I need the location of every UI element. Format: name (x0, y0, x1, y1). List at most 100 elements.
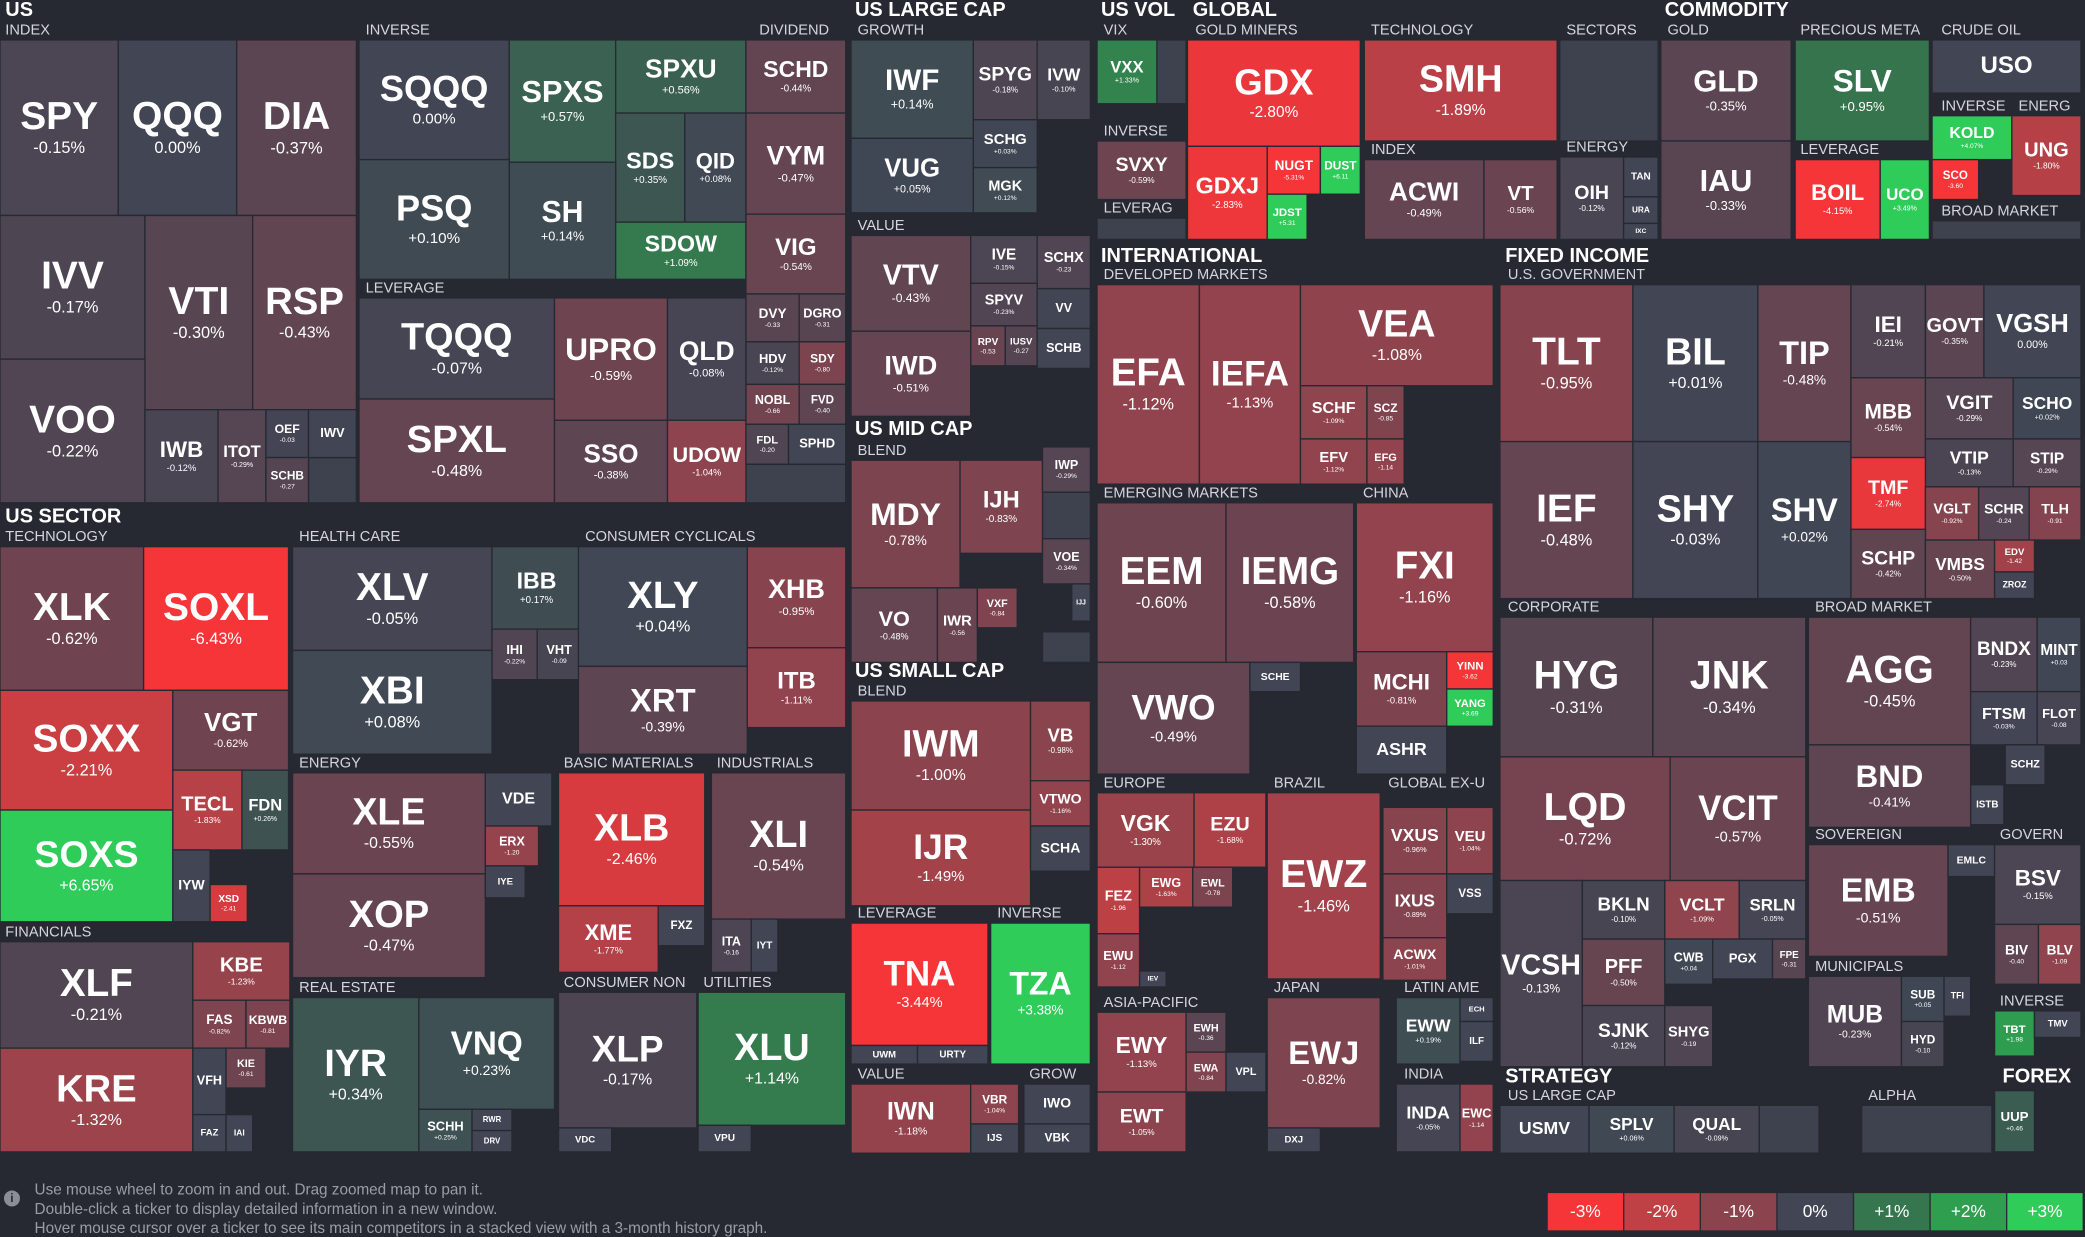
ticker-tile[interactable] (745, 213, 847, 295)
ticker-tile[interactable] (1319, 145, 1361, 195)
ticker-tile[interactable] (1983, 283, 2082, 379)
ticker-tile[interactable] (710, 772, 847, 920)
ticker-tile[interactable] (471, 1129, 513, 1153)
ticker-tile[interactable] (697, 1124, 752, 1153)
ticker-tile[interactable] (217, 409, 267, 504)
ticker-tile[interactable] (1977, 486, 2030, 541)
ticker-tile[interactable] (1559, 156, 1625, 241)
ticker-tile[interactable] (1299, 283, 1494, 387)
ticker-tile[interactable] (1757, 440, 1852, 600)
ticker-tile[interactable] (1794, 158, 1881, 241)
ticker-tile[interactable] (1807, 843, 1949, 958)
ticker-tile[interactable] (1023, 1083, 1092, 1125)
ticker-tile[interactable] (1096, 933, 1141, 988)
ticker-tile[interactable] (1652, 616, 1807, 758)
ticker-tile[interactable] (1499, 440, 1634, 600)
ticker-tile[interactable] (209, 883, 248, 923)
ticker-tile[interactable] (358, 158, 510, 280)
ticker-tile[interactable] (1355, 725, 1448, 775)
ticker-tile[interactable] (1459, 1083, 1494, 1153)
ticker-tile[interactable] (1096, 39, 1158, 105)
ticker-tile[interactable] (1850, 377, 1927, 459)
ticker-tile[interactable] (1036, 39, 1092, 121)
ticker-tile[interactable] (1266, 1127, 1322, 1153)
ticker-tile[interactable] (1900, 1020, 1945, 1068)
ticker-tile[interactable] (1632, 440, 1759, 600)
ticker-tile[interactable] (0, 809, 174, 923)
ticker-tile[interactable] (1850, 528, 1927, 600)
ticker-tile[interactable] (1041, 446, 1092, 493)
ticker-tile[interactable] (557, 772, 706, 907)
ticker-tile[interactable] (1459, 1020, 1494, 1063)
ticker-tile[interactable] (1931, 39, 2082, 94)
ticker-tile[interactable] (970, 1123, 1020, 1154)
ticker-tile[interactable] (972, 119, 1038, 169)
ticker-tile[interactable] (657, 905, 706, 947)
ticker-tile[interactable] (192, 999, 247, 1049)
ticker-tile[interactable] (1673, 1104, 1760, 1154)
ticker-tile[interactable] (1363, 39, 1558, 142)
ticker-tile[interactable] (1266, 792, 1381, 980)
ticker-tile[interactable] (0, 941, 194, 1049)
ticker-tile[interactable] (142, 546, 290, 691)
ticker-tile[interactable] (1138, 970, 1167, 988)
ticker-tile[interactable] (1249, 661, 1302, 693)
ticker-tile[interactable] (697, 991, 847, 1126)
ticker-tile[interactable] (225, 1113, 254, 1153)
ticker-tile[interactable] (684, 112, 747, 223)
ticker-tile[interactable] (307, 409, 358, 459)
ticker-tile[interactable] (1924, 438, 2014, 488)
ticker-tile[interactable] (1588, 1104, 1675, 1154)
ticker-tile[interactable] (1499, 879, 1584, 1068)
ticker-tile[interactable] (1581, 1004, 1666, 1068)
ticker-tile[interactable] (1993, 571, 2036, 600)
ticker-tile[interactable] (1660, 39, 1792, 142)
ticker-tile[interactable] (1664, 1004, 1714, 1068)
ticker-tile[interactable] (1096, 1011, 1187, 1093)
ticker-tile[interactable] (1622, 156, 1659, 198)
ticker-tile[interactable] (1483, 158, 1558, 241)
ticker-tile[interactable] (1807, 616, 1972, 746)
ticker-tile[interactable] (850, 587, 939, 664)
ticker-tile[interactable] (850, 1083, 972, 1154)
ticker-tile[interactable] (265, 409, 310, 459)
ticker-tile[interactable] (1446, 806, 1494, 875)
ticker-tile[interactable] (746, 647, 847, 729)
ticker-tile[interactable] (745, 112, 847, 215)
ticker-tile[interactable] (225, 1047, 267, 1089)
ticker-tile[interactable] (1266, 193, 1308, 241)
ticker-tile[interactable] (1446, 873, 1494, 915)
ticker-tile[interactable] (1225, 502, 1355, 664)
ticker-tile[interactable] (1366, 438, 1405, 485)
ticker-tile[interactable] (2012, 377, 2082, 440)
ticker-tile[interactable] (1036, 327, 1092, 370)
ticker-tile[interactable] (251, 214, 358, 411)
ticker-tile[interactable] (798, 293, 847, 343)
ticker-tile[interactable] (553, 297, 669, 421)
ticker-tile[interactable] (666, 297, 747, 421)
ticker-tile[interactable] (1771, 938, 1807, 980)
ticker-tile[interactable] (577, 546, 748, 668)
ticker-tile[interactable] (2004, 744, 2046, 786)
ticker-tile[interactable] (1029, 780, 1092, 827)
ticker-tile[interactable] (1879, 158, 1931, 241)
ticker-tile[interactable] (484, 865, 526, 899)
ticker-tile[interactable] (236, 39, 358, 217)
ticker-tile[interactable] (745, 423, 790, 465)
ticker-tile[interactable] (1499, 756, 1671, 882)
ticker-tile[interactable] (0, 546, 145, 691)
ticker-tile[interactable] (291, 649, 493, 755)
ticker-tile[interactable] (1029, 700, 1092, 782)
ticker-tile[interactable] (192, 1113, 227, 1153)
ticker-tile[interactable] (557, 991, 698, 1129)
ticker-tile[interactable] (1947, 843, 1996, 878)
ticker-tile[interactable] (418, 996, 556, 1110)
ticker-tile[interactable] (1366, 385, 1405, 440)
ticker-tile[interactable] (666, 419, 747, 504)
ticker-tile[interactable] (577, 665, 748, 755)
ticker-tile[interactable] (1581, 938, 1666, 1007)
ticker-tile[interactable] (1499, 616, 1654, 758)
ticker-tile[interactable] (989, 922, 1092, 1065)
ticker-tile[interactable] (557, 905, 659, 973)
ticker-tile[interactable] (484, 825, 540, 867)
